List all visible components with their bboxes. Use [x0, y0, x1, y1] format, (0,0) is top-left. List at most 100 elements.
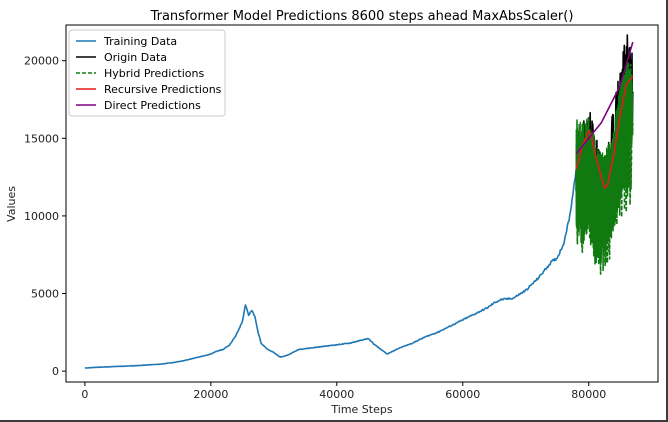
data-point	[576, 169, 577, 170]
data-point	[569, 215, 570, 216]
x-axis-label: Time Steps	[330, 403, 392, 416]
x-tick-label: 60000	[445, 388, 480, 401]
data-point	[607, 110, 608, 111]
data-point	[594, 153, 595, 154]
y-tick-label: 0	[52, 365, 59, 378]
data-point	[324, 346, 325, 347]
y-axis-label: Values	[5, 186, 18, 222]
data-point	[235, 335, 236, 336]
data-point	[607, 215, 608, 216]
data-point	[620, 85, 621, 86]
data-point	[97, 367, 98, 368]
data-point	[607, 184, 608, 185]
data-point	[588, 130, 589, 131]
legend-label: Direct Predictions	[104, 99, 201, 112]
data-point	[601, 122, 602, 123]
data-point	[185, 360, 186, 361]
legend: Training Data Origin Data Hybrid Predictio…	[68, 29, 226, 117]
data-point	[198, 357, 199, 358]
data-point	[613, 184, 614, 185]
data-point	[513, 298, 514, 299]
data-point	[242, 321, 243, 322]
data-point	[632, 42, 633, 43]
legend-label: Training Data	[103, 35, 177, 48]
data-point	[254, 316, 255, 317]
x-tick-label: 20000	[193, 388, 228, 401]
data-point	[594, 215, 595, 216]
data-point	[173, 362, 174, 363]
data-point	[620, 153, 621, 154]
data-point	[116, 366, 117, 367]
data-point	[273, 352, 274, 353]
data-point	[588, 138, 589, 139]
x-tick-label: 0	[81, 388, 88, 401]
data-point	[223, 349, 224, 350]
data-point	[450, 326, 451, 327]
data-point	[424, 336, 425, 337]
data-point	[620, 114, 621, 115]
data-point	[387, 354, 388, 355]
data-point	[311, 347, 312, 348]
data-point	[538, 277, 539, 278]
data-point	[204, 355, 205, 356]
data-point	[210, 354, 211, 355]
plot-frame	[65, 24, 659, 383]
data-point	[576, 184, 577, 185]
data-point	[374, 344, 375, 345]
series-hybrid-predictions	[575, 61, 634, 275]
data-point	[248, 315, 249, 316]
y-tick-label: 10000	[24, 210, 59, 223]
data-point	[245, 304, 246, 305]
data-point	[251, 310, 252, 311]
data-point	[147, 364, 148, 365]
x-tick-label: 80000	[571, 388, 606, 401]
data-point	[588, 184, 589, 185]
data-point	[261, 343, 262, 344]
y-axis: 0 5000 10000 15000 20000	[24, 55, 66, 378]
data-point	[626, 83, 627, 84]
data-point	[380, 349, 381, 350]
data-point	[399, 347, 400, 348]
data-point	[298, 349, 299, 350]
series-training-data	[84, 169, 577, 369]
data-point	[135, 365, 136, 366]
data-point	[475, 313, 476, 314]
series-recursive-predictions	[575, 75, 634, 189]
data-point	[494, 302, 495, 303]
data-point	[349, 343, 350, 344]
data-point	[412, 343, 413, 344]
data-point	[582, 146, 583, 147]
chart-title: Transformer Model Predictions 8600 steps…	[150, 9, 574, 24]
data-point	[601, 231, 602, 232]
data-point	[594, 130, 595, 131]
data-point	[613, 153, 614, 154]
data-point	[292, 352, 293, 353]
data-point	[487, 307, 488, 308]
data-point	[437, 332, 438, 333]
data-point	[336, 344, 337, 345]
x-axis: 0 20000 40000 60000 80000	[81, 382, 606, 401]
legend-label: Origin Data	[104, 51, 167, 64]
data-point	[500, 299, 501, 300]
data-point	[632, 76, 633, 77]
data-point	[160, 364, 161, 365]
data-point	[604, 187, 605, 188]
data-point	[557, 257, 558, 258]
series-line	[84, 169, 577, 369]
series-layer	[84, 34, 634, 369]
y-tick-label: 15000	[24, 132, 59, 145]
data-point	[632, 122, 633, 123]
y-tick-label: 5000	[31, 288, 59, 301]
data-point	[280, 357, 281, 358]
data-point	[217, 350, 218, 351]
series-line	[575, 61, 634, 275]
data-point	[84, 367, 85, 368]
series-line	[575, 41, 634, 155]
legend-box	[68, 29, 226, 117]
legend-label: Hybrid Predictions	[104, 67, 204, 80]
data-point	[563, 243, 564, 244]
data-point	[626, 138, 627, 139]
y-tick-label: 20000	[24, 55, 59, 68]
data-point	[525, 290, 526, 291]
